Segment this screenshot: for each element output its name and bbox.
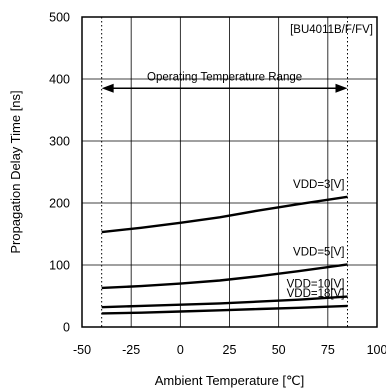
- part-label: [BU4011B/F/FV]: [290, 24, 373, 36]
- x-tick-labels: -50 -25 0 25 50 75 100: [73, 343, 386, 357]
- y-tick-label: 300: [49, 135, 70, 149]
- series-label: VDD=5[V]: [293, 246, 344, 258]
- y-tick-label: 500: [49, 11, 70, 25]
- x-axis-label: Ambient Temperature [℃]: [155, 373, 304, 388]
- series-line: [101, 263, 348, 290]
- series-labels: VDD=3[V] VDD=5[V] VDD=10[V]VDD=18[V]: [287, 179, 345, 300]
- series-line: [101, 195, 348, 234]
- series-lines: [101, 195, 348, 315]
- x-tick-label: 75: [321, 343, 335, 357]
- arrow-right-head: [335, 83, 348, 93]
- y-tick-label: 0: [63, 321, 70, 335]
- x-tick-label: 50: [272, 343, 286, 357]
- series-label: VDD=3[V]: [293, 179, 344, 191]
- series-label: VDD=18[V]: [287, 288, 345, 300]
- x-tick-label: -25: [122, 343, 140, 357]
- y-tick-label: 200: [49, 197, 70, 211]
- range-label: Operating Temperature Range: [147, 71, 302, 83]
- x-tick-label: -50: [73, 343, 91, 357]
- range-arrow: [101, 83, 348, 93]
- y-tick-label: 100: [49, 259, 70, 273]
- series-label: VDD=10[V]: [287, 279, 345, 291]
- y-tick-label: 400: [49, 73, 70, 87]
- series-line: [101, 304, 348, 315]
- x-tick-label: 100: [367, 343, 386, 357]
- arrow-left-head: [101, 83, 114, 93]
- grid: [82, 17, 377, 327]
- y-tick-labels: 0 100 200 300 400 500: [49, 11, 70, 335]
- y-axis-label: Propagation Delay Time [ns]: [8, 90, 23, 253]
- x-tick-label: 0: [177, 343, 184, 357]
- plot-frame: [81, 16, 378, 328]
- series-line: [101, 295, 348, 309]
- x-tick-label: 25: [223, 343, 237, 357]
